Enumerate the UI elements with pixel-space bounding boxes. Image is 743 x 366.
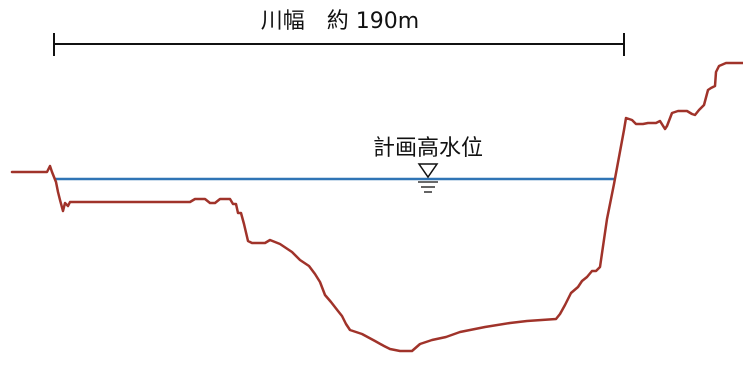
water-level-label: 計画高水位 xyxy=(373,136,483,161)
river-width-label: 川幅 約 190m xyxy=(261,9,419,34)
planned-high-water-level: 計画高水位 xyxy=(54,136,615,193)
riverbed-profile xyxy=(10,61,743,353)
water-level-marker-icon xyxy=(417,163,439,193)
river-width-dimension: 川幅 約 190m xyxy=(53,9,625,56)
